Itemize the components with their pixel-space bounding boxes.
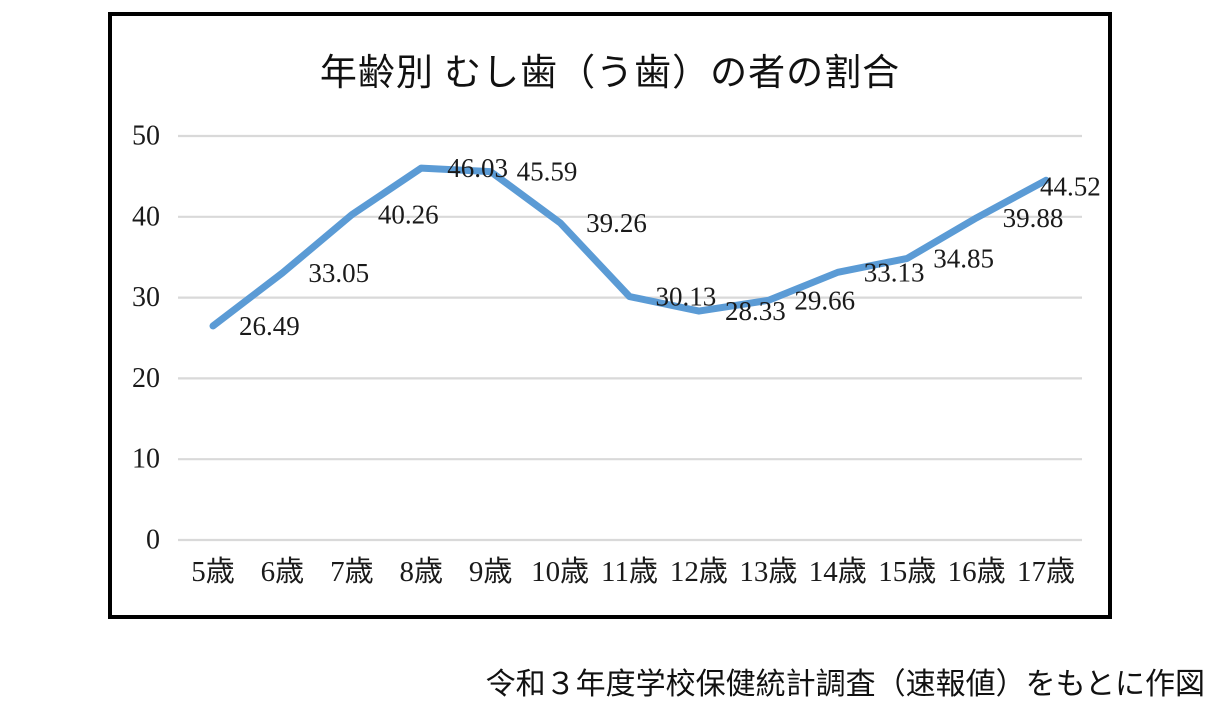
data-label: 44.52 bbox=[1040, 171, 1101, 201]
data-label: 26.49 bbox=[239, 311, 300, 341]
x-axis-label: 10歳 bbox=[531, 555, 589, 588]
x-axis-label: 11歳 bbox=[601, 555, 658, 588]
x-axis-label: 14歳 bbox=[809, 555, 867, 588]
y-tick-label: 10 bbox=[132, 444, 160, 475]
x-axis-label: 15歳 bbox=[878, 555, 936, 588]
data-label: 28.33 bbox=[725, 296, 786, 326]
chart-title: 年齢別 むし歯（う歯）の者の割合 bbox=[319, 53, 901, 94]
y-tick-label: 20 bbox=[132, 363, 160, 394]
y-tick-label: 0 bbox=[146, 525, 160, 556]
data-label: 39.88 bbox=[1003, 203, 1064, 233]
data-label: 29.66 bbox=[794, 285, 855, 315]
x-axis-label: 8歳 bbox=[400, 555, 444, 588]
series-line bbox=[209, 164, 1050, 330]
y-tick-label: 40 bbox=[132, 201, 160, 232]
data-label: 39.26 bbox=[586, 208, 647, 238]
x-axis-label: 7歳 bbox=[330, 555, 374, 588]
data-label: 30.13 bbox=[656, 282, 717, 312]
x-axis-label: 9歳 bbox=[469, 555, 513, 588]
data-label: 46.03 bbox=[447, 153, 508, 183]
x-axis-label: 6歳 bbox=[261, 555, 305, 588]
x-axis-label: 5歳 bbox=[191, 555, 235, 588]
source-caption: 令和３年度学校保健統計調査（速報値）をもとに作図 bbox=[485, 668, 1205, 701]
x-axis-label: 16歳 bbox=[948, 555, 1006, 588]
x-axis-label: 17歳 bbox=[1017, 555, 1075, 588]
y-tick-label: 50 bbox=[132, 121, 160, 152]
data-label: 33.13 bbox=[864, 257, 925, 287]
data-label: 45.59 bbox=[517, 157, 578, 187]
y-tick-label: 30 bbox=[132, 282, 160, 313]
x-axis-label: 12歳 bbox=[670, 555, 728, 588]
chart-frame bbox=[108, 12, 1112, 619]
x-axis-label: 13歳 bbox=[739, 555, 797, 588]
data-label: 34.85 bbox=[933, 243, 994, 273]
data-label: 33.05 bbox=[308, 258, 369, 288]
data-label: 40.26 bbox=[378, 200, 439, 230]
